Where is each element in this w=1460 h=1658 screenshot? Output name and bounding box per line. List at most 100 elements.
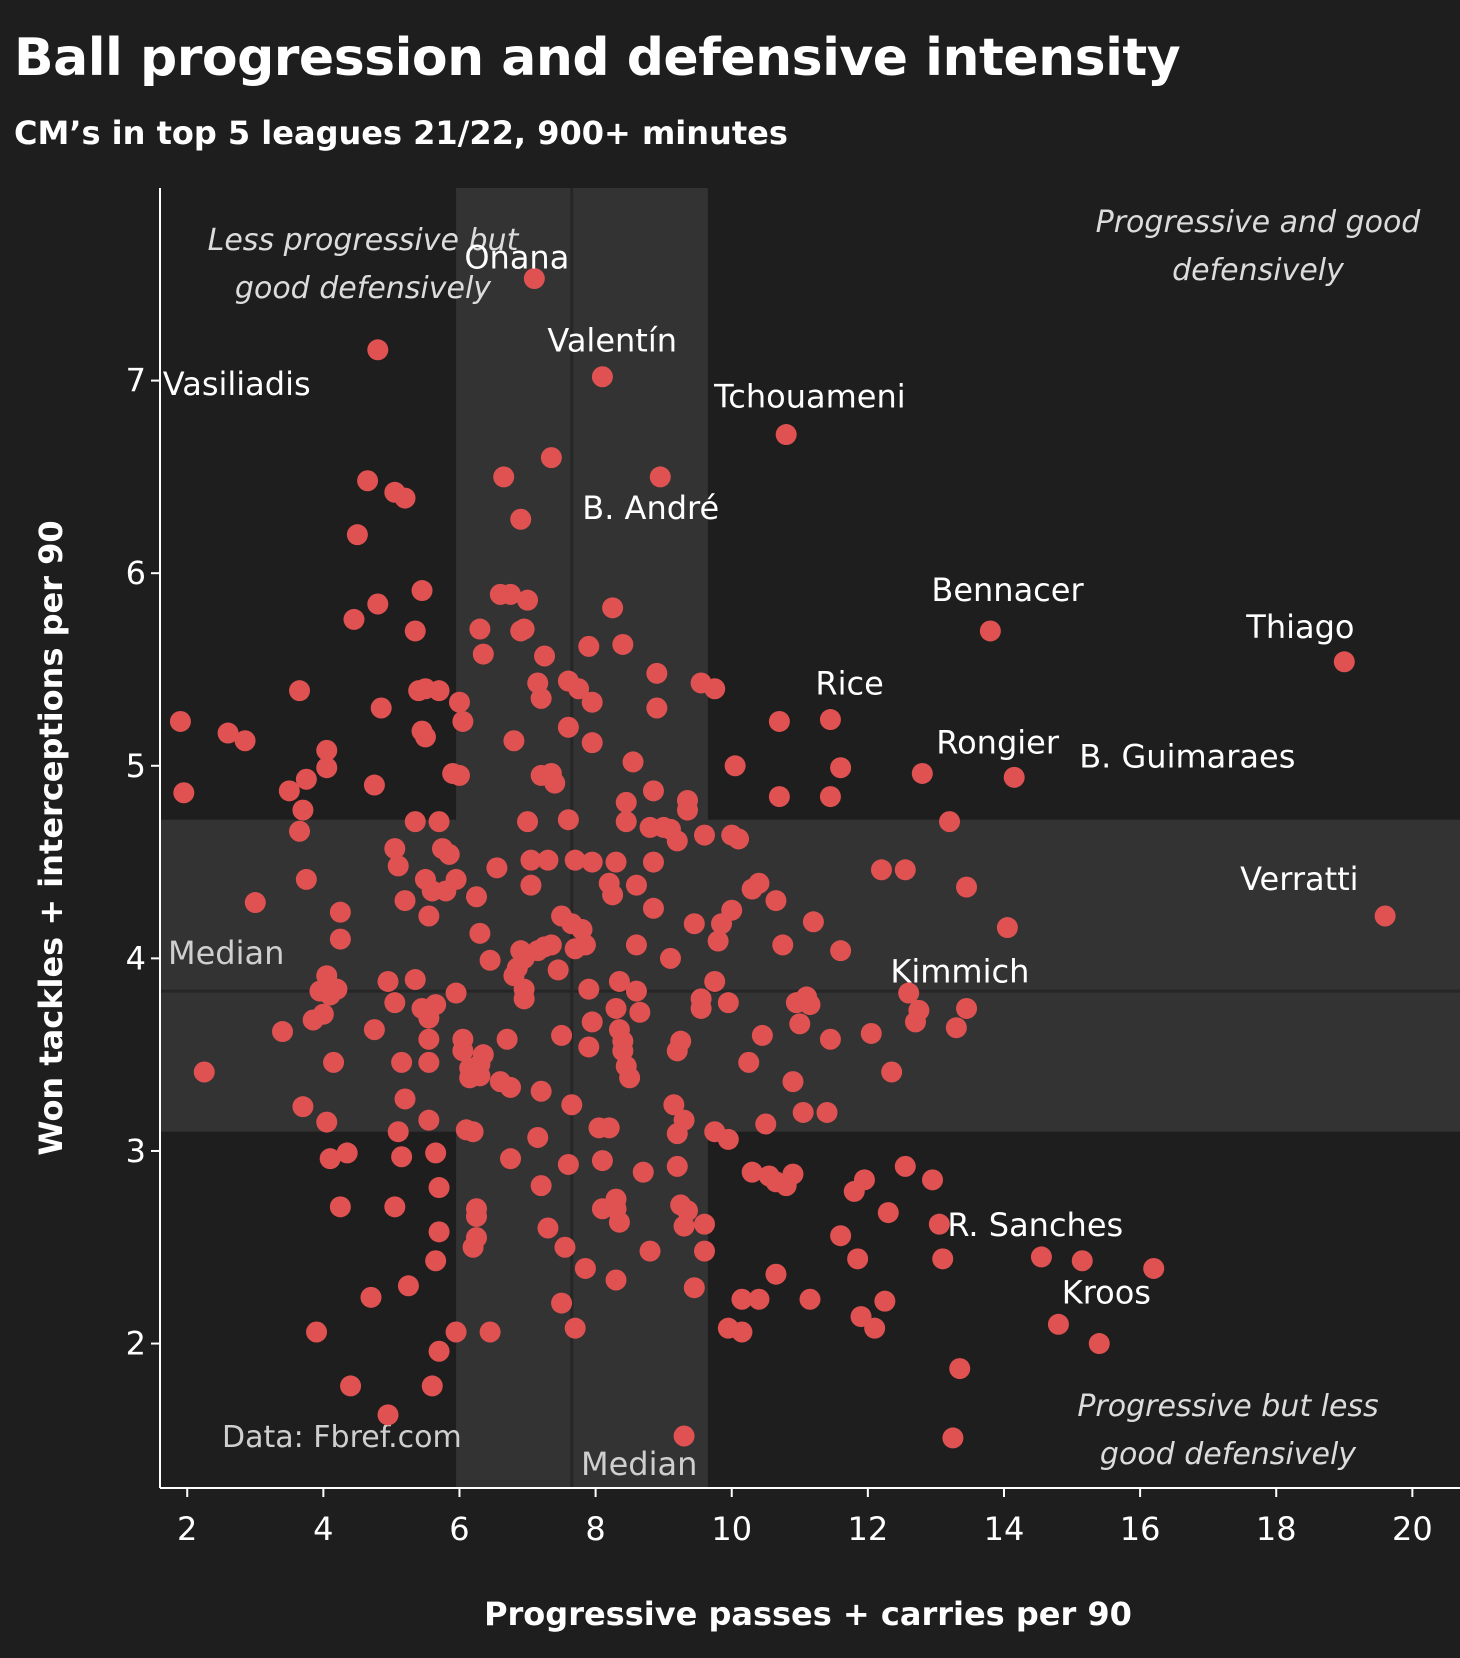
axes: 2 4 6 8 10 12 14 16 18 20 2 3 4 5 6 7 Progressive pass… bbox=[32, 188, 1460, 1633]
data-point bbox=[1030, 1246, 1052, 1268]
data-point bbox=[673, 1425, 695, 1447]
data-point bbox=[728, 828, 750, 850]
x-axis-ticks: 2 4 6 8 10 12 14 16 18 20 bbox=[177, 1488, 1433, 1548]
data-point bbox=[646, 697, 668, 719]
data-point bbox=[452, 1028, 474, 1050]
data-point bbox=[564, 849, 586, 871]
data-point bbox=[448, 764, 470, 786]
player-label: Thiago bbox=[1245, 608, 1354, 646]
data-point bbox=[465, 1205, 487, 1227]
player-label: Vasiliadis bbox=[163, 365, 311, 403]
data-point bbox=[503, 730, 525, 752]
data-point bbox=[517, 589, 539, 611]
x-tick-label: 12 bbox=[847, 1510, 888, 1548]
data-point bbox=[418, 905, 440, 927]
data-point bbox=[510, 508, 532, 530]
x-tick-label: 8 bbox=[585, 1510, 605, 1548]
data-point bbox=[673, 1109, 695, 1131]
data-point bbox=[217, 722, 239, 744]
data-point bbox=[292, 1096, 314, 1118]
data-point bbox=[493, 466, 515, 488]
data-point bbox=[428, 811, 450, 833]
data-point bbox=[527, 1126, 549, 1148]
data-point bbox=[898, 982, 920, 1004]
data-point bbox=[731, 1288, 753, 1310]
y-tick-label: 6 bbox=[126, 554, 146, 592]
data-point bbox=[326, 978, 348, 1000]
y-median-label: Median bbox=[168, 934, 284, 972]
y-tick-label: 4 bbox=[126, 939, 146, 977]
data-point bbox=[557, 1153, 579, 1175]
data-point bbox=[520, 849, 542, 871]
data-point bbox=[557, 809, 579, 831]
data-point bbox=[384, 1196, 406, 1218]
data-point bbox=[717, 1128, 739, 1150]
data-point bbox=[551, 1292, 573, 1314]
data-point bbox=[574, 934, 596, 956]
data-point bbox=[340, 1375, 362, 1397]
player-label: Verratti bbox=[1240, 860, 1358, 898]
data-point bbox=[724, 755, 746, 777]
data-point bbox=[384, 992, 406, 1014]
x-tick-label: 6 bbox=[449, 1510, 469, 1548]
data-point bbox=[956, 997, 978, 1019]
data-point bbox=[1374, 905, 1396, 927]
data-point bbox=[748, 872, 770, 894]
annotations: Less progressive but good defensively Pro… bbox=[168, 205, 1421, 1483]
data-point bbox=[278, 780, 300, 802]
data-point bbox=[996, 917, 1018, 939]
data-point bbox=[574, 1257, 596, 1279]
data-point bbox=[864, 1317, 886, 1339]
data-point bbox=[411, 580, 433, 602]
data-point bbox=[537, 849, 559, 871]
data-point bbox=[612, 633, 634, 655]
data-point bbox=[615, 811, 637, 833]
data-point bbox=[479, 1321, 501, 1343]
data-point bbox=[564, 1317, 586, 1339]
data-point bbox=[425, 1250, 447, 1272]
data-point bbox=[928, 1213, 950, 1235]
data-point bbox=[830, 940, 852, 962]
data-point bbox=[537, 1217, 559, 1239]
data-point bbox=[904, 1011, 926, 1033]
data-point bbox=[169, 710, 191, 732]
data-point bbox=[581, 732, 603, 754]
data-point bbox=[387, 1121, 409, 1143]
data-point bbox=[649, 466, 671, 488]
data-point bbox=[663, 1094, 685, 1116]
data-point bbox=[500, 1076, 522, 1098]
data-point bbox=[881, 1061, 903, 1083]
data-point bbox=[370, 697, 392, 719]
data-point bbox=[738, 1051, 760, 1073]
x-median-label: Median bbox=[581, 1445, 697, 1483]
data-point bbox=[622, 751, 644, 773]
data-point bbox=[775, 424, 797, 446]
data-point bbox=[540, 934, 562, 956]
data-point bbox=[578, 635, 600, 657]
data-point bbox=[598, 1117, 620, 1139]
data-point bbox=[602, 884, 624, 906]
data-point bbox=[751, 1024, 773, 1046]
data-points bbox=[169, 268, 1396, 1449]
data-point bbox=[683, 1277, 705, 1299]
data-point bbox=[877, 1202, 899, 1224]
data-point bbox=[391, 1146, 413, 1168]
data-point bbox=[956, 876, 978, 898]
data-point bbox=[554, 1236, 576, 1258]
data-point bbox=[465, 886, 487, 908]
y-axis-title: Won tackles + interceptions per 90 bbox=[32, 520, 70, 1155]
data-point bbox=[676, 789, 698, 811]
data-point bbox=[544, 772, 566, 794]
data-point bbox=[608, 970, 630, 992]
data-point bbox=[472, 1044, 494, 1066]
data-point bbox=[666, 830, 688, 852]
data-point bbox=[452, 710, 474, 732]
data-point bbox=[551, 1024, 573, 1046]
data-point bbox=[329, 928, 351, 950]
data-point bbox=[704, 970, 726, 992]
data-point bbox=[949, 1358, 971, 1380]
data-point bbox=[517, 811, 539, 833]
data-point bbox=[377, 970, 399, 992]
data-point bbox=[292, 799, 314, 821]
x-tick-label: 14 bbox=[984, 1510, 1025, 1548]
